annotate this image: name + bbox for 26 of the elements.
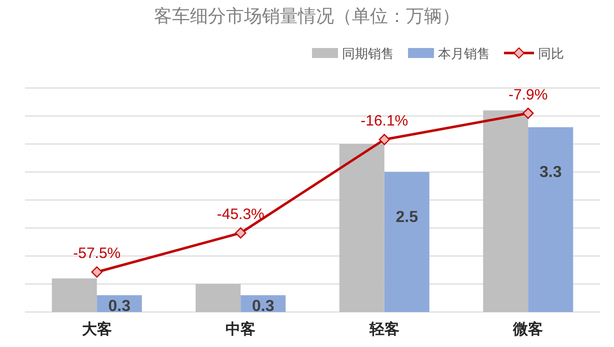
data-label: -16.1%: [360, 112, 408, 130]
bar: [52, 278, 97, 312]
data-label: 3.3: [540, 164, 562, 182]
data-label: 2.5: [396, 209, 418, 226]
x-tick-label: 轻客: [368, 320, 400, 338]
chart-title: 客车细分市场销量情况（单位：万辆）: [154, 6, 460, 26]
bar: [384, 172, 430, 312]
data-label: 0.3: [108, 298, 131, 316]
bar: [528, 127, 574, 312]
bar: [483, 110, 528, 312]
data-label: -45.3%: [216, 206, 264, 223]
data-label: -57.5%: [73, 245, 121, 262]
x-tick-label: 大客: [82, 320, 112, 338]
point: [235, 227, 246, 239]
point: [91, 266, 102, 278]
x-tick-label: 中客: [226, 320, 256, 338]
bar: [196, 284, 241, 312]
legend-label: 本月销售: [438, 46, 490, 61]
point: [522, 108, 534, 119]
legend-label: 同期销售: [342, 46, 394, 61]
x-tick-label: 微客: [512, 320, 544, 338]
point: [378, 134, 390, 146]
legend-label: 同比: [538, 46, 564, 61]
data-label: -7.9%: [508, 86, 548, 104]
bar: [339, 144, 384, 312]
data-label: 0.3: [252, 298, 274, 316]
